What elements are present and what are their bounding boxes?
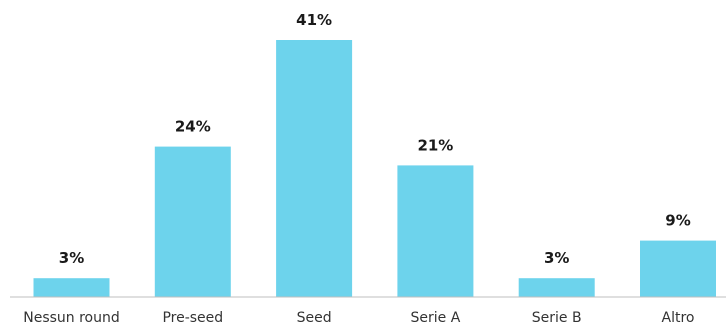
data-label: 3% [544, 249, 569, 267]
bar-nessun-round [33, 278, 110, 297]
data-label: 24% [175, 118, 211, 136]
x-axis-tick-labels: Nessun round Pre-seed Seed Serie A Serie B Al… [23, 310, 694, 326]
data-label: 21% [417, 136, 453, 154]
x-tick-label: Serie A [411, 310, 461, 326]
bar-pre-seed [154, 146, 231, 297]
x-tick-label: Nessun round [23, 310, 120, 326]
bars-layer [33, 40, 716, 297]
data-label: 3% [59, 249, 84, 267]
bar-serie-b [518, 278, 595, 297]
bar-seed [276, 40, 353, 297]
x-tick-label: Altro [662, 310, 695, 326]
data-label: 41% [296, 11, 332, 29]
x-tick-label: Serie B [532, 310, 582, 326]
bar-serie-a [397, 165, 474, 297]
bar-altro [640, 240, 716, 297]
x-tick-label: Seed [297, 310, 332, 326]
data-label: 9% [665, 212, 690, 230]
data-labels-layer: 3% 24% 41% 21% 3% 9% [59, 11, 691, 267]
x-tick-label: Pre-seed [162, 310, 223, 326]
